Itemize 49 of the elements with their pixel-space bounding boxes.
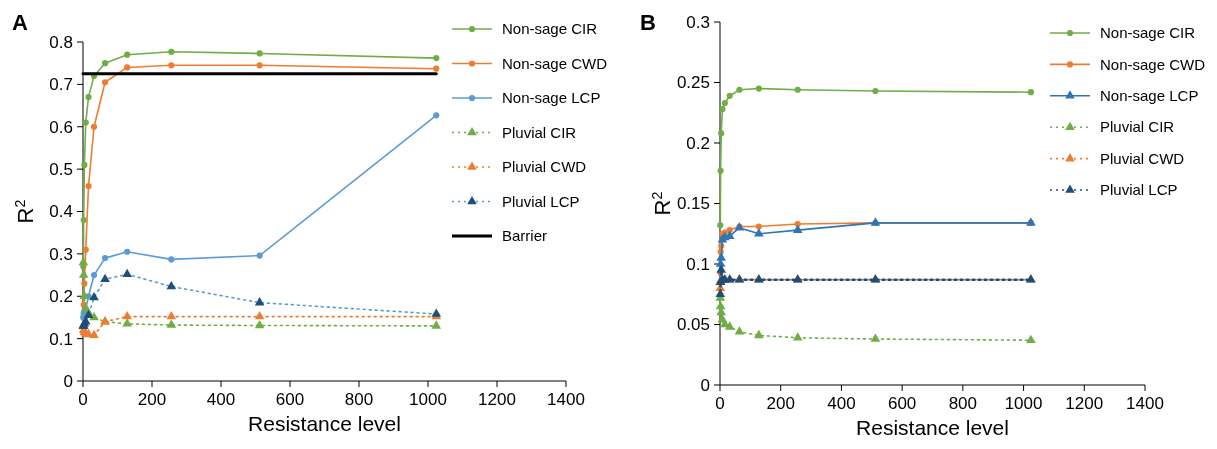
- y-tick-label: 0.6: [49, 117, 73, 137]
- chart-title: A: [12, 10, 28, 35]
- x-tick-label: 400: [206, 390, 236, 409]
- x-tick-label: 1400: [1126, 394, 1164, 413]
- y-tick-label: 0.05: [676, 315, 710, 335]
- legend-label: Non-sage CWD: [1100, 55, 1206, 73]
- x-tick-label: 0: [78, 390, 88, 409]
- legend-label: Non-sage CIR: [1100, 24, 1196, 42]
- y-tick-label: 0.3: [49, 244, 73, 264]
- x-tick-label: 0: [715, 394, 725, 413]
- x-tick-label: 1400: [547, 390, 585, 409]
- x-tick-label: 1000: [409, 390, 447, 409]
- legend-label: Pluvial CIR: [1100, 118, 1175, 136]
- x-tick-label: 200: [766, 394, 795, 413]
- y-tick-label: 0.25: [676, 73, 710, 93]
- y-tick-label: 0.8: [49, 32, 73, 52]
- chart-title: B: [640, 10, 656, 35]
- legend-label: Pluvial CIR: [502, 123, 577, 141]
- y-tick-label: 0: [63, 371, 73, 391]
- x-tick-label: 400: [827, 394, 856, 413]
- y-tick-label: 0.3: [686, 12, 710, 32]
- x-tick-label: 800: [344, 390, 374, 409]
- y-tick-label: 0.4: [49, 202, 73, 222]
- legend-label: Non-sage LCP: [1100, 87, 1199, 105]
- x-tick-label: 1200: [1065, 394, 1104, 413]
- y-tick-label: 0.5: [49, 160, 73, 180]
- x-tick-label: 1000: [1004, 394, 1043, 413]
- x-tick-label: 800: [948, 394, 978, 413]
- y-tick-label: 0: [700, 375, 710, 395]
- y-tick-label: 0.15: [676, 194, 710, 214]
- legend-label: Barrier: [502, 227, 548, 245]
- x-tick-label: 1200: [478, 390, 516, 409]
- legend-label: Pluvial LCP: [502, 192, 580, 210]
- legend-label: Non-sage CIR: [502, 20, 598, 38]
- y-tick-label: 0.7: [49, 75, 73, 95]
- x-tick-label: 600: [275, 390, 305, 409]
- x-tick-label: 200: [137, 390, 167, 409]
- x-axis-title: Resistance level: [248, 412, 401, 435]
- legend-label: Pluvial CWD: [502, 158, 587, 176]
- legend-label: Pluvial CWD: [1100, 149, 1185, 167]
- x-axis-title: Resistance level: [856, 416, 1009, 439]
- legend-label: Non-sage LCP: [502, 89, 601, 107]
- legend-label: Non-sage CWD: [502, 54, 608, 72]
- legend-label: Pluvial LCP: [1100, 181, 1178, 199]
- y-tick-label: 0.2: [686, 133, 710, 153]
- x-tick-label: 600: [887, 394, 917, 413]
- y-tick-label: 0.1: [49, 329, 73, 349]
- y-tick-label: 0.1: [686, 254, 710, 274]
- y-tick-label: 0.2: [49, 287, 73, 307]
